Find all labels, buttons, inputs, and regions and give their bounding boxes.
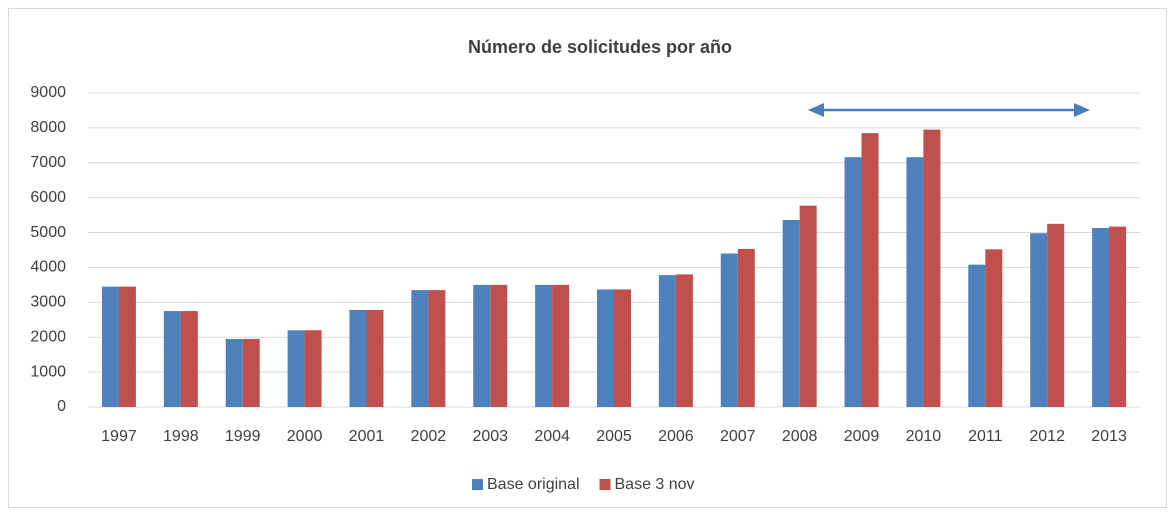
bar	[490, 284, 508, 407]
legend-label: Base 3 nov	[615, 476, 695, 493]
x-tick-label: 2009	[844, 428, 880, 445]
bar	[1047, 223, 1065, 407]
bar	[968, 264, 986, 407]
x-tick-label: 1998	[163, 428, 199, 445]
y-tick-label: 8000	[30, 119, 66, 136]
bar	[597, 289, 614, 407]
bar	[737, 248, 755, 407]
bar	[349, 310, 367, 407]
bar	[799, 205, 817, 407]
bar	[225, 338, 243, 407]
bar	[923, 129, 941, 407]
y-tick-label: 5000	[30, 224, 66, 241]
x-tick-label: 2001	[349, 428, 385, 445]
bar	[985, 249, 1003, 407]
y-tick-label: 1000	[30, 363, 66, 380]
chart-border	[8, 8, 1167, 508]
x-tick-label: 2002	[411, 428, 447, 445]
bar	[180, 311, 198, 407]
x-tick-label: 2000	[287, 428, 323, 445]
bar	[366, 310, 384, 407]
annotation-arrow	[808, 103, 1090, 117]
x-tick-label: 2005	[596, 428, 632, 445]
bar	[411, 290, 429, 407]
bar	[1030, 233, 1048, 407]
bar	[242, 338, 260, 407]
bar	[861, 133, 879, 407]
x-tick-label: 2013	[1091, 428, 1127, 445]
bar	[535, 284, 553, 407]
bar	[720, 253, 738, 407]
bar	[428, 290, 446, 407]
x-tick-label: 2004	[534, 428, 570, 445]
y-tick-label: 4000	[30, 259, 66, 276]
bar	[163, 311, 181, 407]
x-tick-label: 2003	[472, 428, 508, 445]
bar	[287, 330, 305, 407]
bar	[906, 157, 924, 407]
bar	[101, 286, 119, 407]
bar	[552, 284, 570, 407]
bar	[782, 219, 800, 407]
x-tick-label: 2012	[1029, 428, 1065, 445]
bar	[304, 330, 322, 407]
x-tick-label: 2010	[906, 428, 942, 445]
legend-swatch	[472, 479, 483, 490]
x-tick-label: 2006	[658, 428, 694, 445]
bar	[658, 275, 676, 407]
legend-label: Base original	[487, 476, 580, 493]
y-tick-label: 6000	[30, 189, 66, 206]
x-tick-label: 2008	[782, 428, 818, 445]
x-tick-label: 1997	[101, 428, 137, 445]
legend-swatch	[599, 479, 611, 490]
bar	[614, 289, 631, 407]
bar	[844, 157, 862, 407]
chart-title: Número de solicitudes por año	[468, 37, 732, 57]
bar	[1109, 226, 1127, 407]
y-tick-label: 7000	[30, 154, 66, 171]
y-tick-label: 0	[57, 398, 66, 415]
bar	[1092, 228, 1110, 407]
x-tick-label: 2007	[720, 428, 756, 445]
y-tick-label: 2000	[30, 328, 66, 345]
bar	[675, 274, 693, 407]
bar	[473, 284, 491, 407]
x-tick-label: 1999	[225, 428, 261, 445]
y-tick-label: 3000	[30, 294, 66, 311]
y-tick-label: 9000	[30, 84, 66, 101]
x-tick-label: 2011	[968, 428, 1003, 445]
bar	[118, 286, 136, 407]
